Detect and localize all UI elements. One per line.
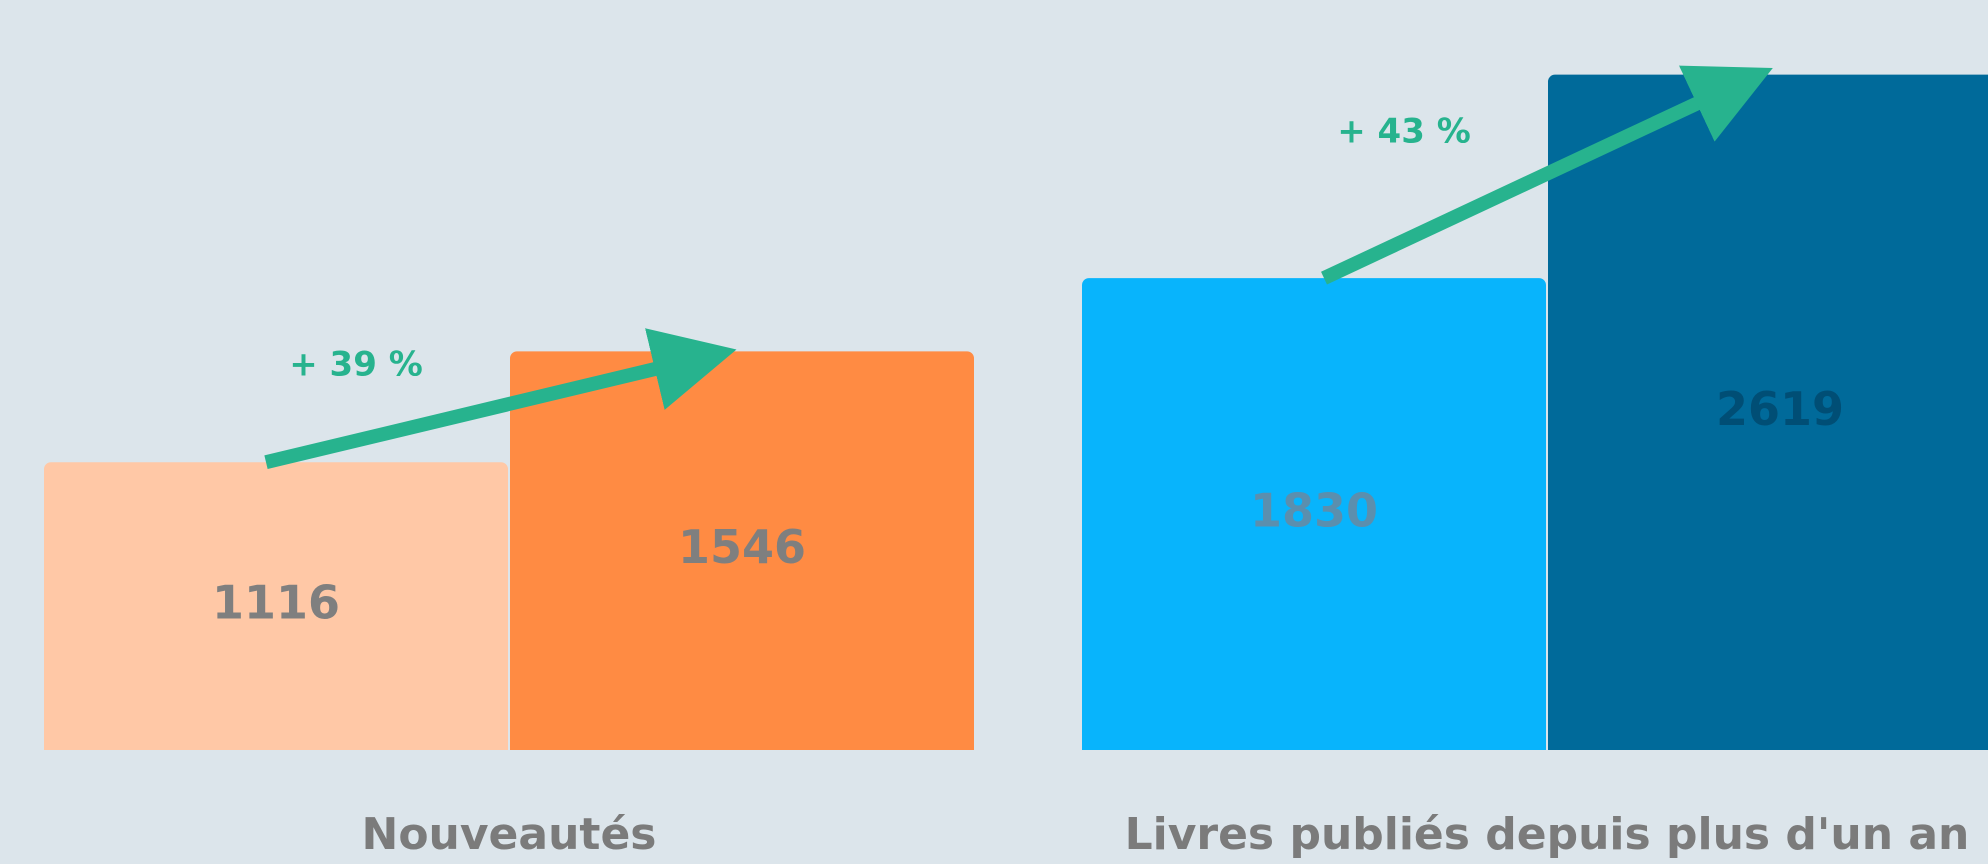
change-percent-label: + 39 % bbox=[289, 345, 423, 385]
bar-2-1 bbox=[1082, 278, 1546, 750]
bar-group-1: 1116 1546 + 39 % Nouveautés bbox=[44, 328, 974, 860]
bar-base-1-2 bbox=[510, 740, 974, 750]
change-percent-label: + 43 % bbox=[1337, 112, 1471, 152]
growth-arrow bbox=[264, 328, 737, 470]
bar-group-2: 1830 2619 + 43 % Livres publiés depuis plus… bbox=[1082, 65, 1988, 860]
bar-2-2 bbox=[1548, 74, 1988, 750]
category-label: Nouveautés bbox=[362, 809, 657, 860]
bar-base-2-1 bbox=[1082, 740, 1546, 750]
bar-base-1-1 bbox=[44, 740, 508, 750]
bar-value-label: 1546 bbox=[678, 520, 806, 574]
growth-arrow bbox=[1321, 65, 1773, 285]
bar-1-1 bbox=[44, 462, 508, 750]
bar-value-label: 2619 bbox=[1716, 382, 1844, 436]
bar-base-2-2 bbox=[1548, 740, 1988, 750]
bar-value-label: 1116 bbox=[212, 576, 340, 630]
bar-value-label: 1830 bbox=[1250, 484, 1378, 538]
bar-1-2 bbox=[510, 351, 974, 750]
category-label: Livres publiés depuis plus d'un an bbox=[1125, 809, 1970, 860]
